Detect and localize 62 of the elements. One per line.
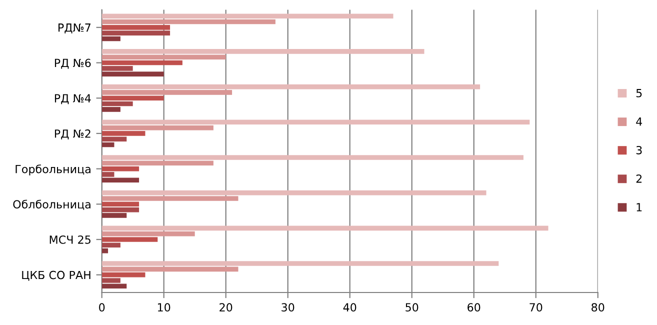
bar (102, 36, 120, 42)
bar (102, 202, 140, 207)
bar (102, 160, 214, 166)
bar (102, 207, 140, 212)
bar (102, 272, 146, 278)
bar (102, 166, 140, 172)
bar (102, 120, 530, 125)
bar (102, 60, 182, 66)
bar (102, 72, 164, 76)
bar (102, 278, 120, 283)
legend-label: 4 (636, 118, 642, 126)
bar (102, 155, 524, 160)
bar (102, 66, 133, 71)
bar (102, 49, 424, 54)
bar (102, 125, 214, 130)
bar (102, 90, 232, 95)
bar (102, 266, 238, 272)
y-tick-label: РД №4 (54, 94, 91, 104)
y-tick-label: Облбольница (13, 200, 90, 210)
x-tick-label: 20 (220, 303, 232, 312)
y-tick-label: МСЧ 25 (50, 235, 90, 244)
legend-label: 1 (636, 203, 642, 212)
bar (102, 19, 276, 24)
x-tick-label: 70 (530, 303, 542, 312)
x-tick-label: 0 (99, 303, 105, 312)
bar (102, 172, 114, 177)
bar (102, 131, 146, 136)
bar (102, 178, 140, 183)
bar (102, 54, 226, 60)
x-tick-label: 50 (406, 303, 418, 312)
x-tick-label: 10 (158, 303, 170, 312)
bar (102, 96, 164, 101)
legend-label: 3 (636, 146, 642, 154)
legend-label: 5 (636, 89, 642, 98)
y-tick-label: РД №2 (54, 129, 90, 140)
bar (102, 107, 120, 112)
bar (102, 242, 120, 248)
bar (102, 284, 127, 289)
bar (102, 142, 114, 148)
y-tick-label: РД№7 (58, 24, 90, 34)
x-tick-label: 30 (282, 303, 294, 312)
bar (102, 231, 195, 236)
legend-label: 2 (636, 174, 642, 183)
bar (102, 101, 133, 106)
y-tick-label: РД №6 (54, 58, 91, 69)
bar (102, 136, 127, 142)
bar (102, 30, 170, 36)
bar (102, 226, 548, 231)
bar (102, 213, 127, 218)
bar (102, 190, 486, 196)
x-tick-label: 40 (343, 303, 356, 312)
y-tick-label: Горбольница (16, 164, 90, 176)
x-tick-label: 60 (468, 303, 480, 312)
bar (102, 196, 238, 201)
bar (102, 237, 158, 242)
x-tick-label: 80 (592, 303, 604, 312)
bar (102, 248, 108, 254)
y-tick-label: ЦКБ СО РАН (22, 270, 90, 281)
bar (102, 261, 499, 266)
bar (102, 14, 394, 19)
bar (102, 84, 480, 90)
bar (102, 25, 170, 30)
